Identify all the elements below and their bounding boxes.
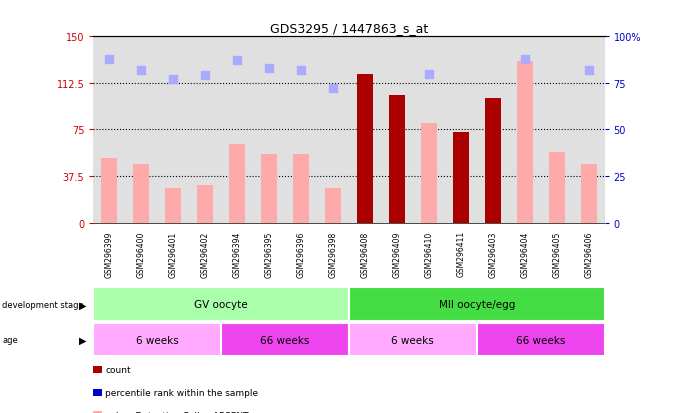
Bar (93, 323, 221, 356)
Bar (133, 165, 149, 223)
Text: GSM296400: GSM296400 (137, 231, 146, 277)
Text: age: age (2, 335, 18, 344)
Bar (165, 188, 181, 223)
Text: GSM296404: GSM296404 (520, 231, 529, 277)
Bar (389, 95, 405, 223)
Point (519, 56, 530, 63)
Bar (325, 188, 341, 223)
Bar (349, 288, 605, 321)
Point (231, 58, 243, 65)
Text: ▶: ▶ (79, 299, 86, 310)
Text: ▶: ▶ (79, 335, 86, 345)
Bar (477, 323, 605, 356)
Point (551, 10, 562, 17)
Bar (349, 323, 477, 356)
Bar (93, 288, 349, 321)
Bar (549, 152, 565, 223)
Text: 66 weeks: 66 weeks (516, 335, 565, 345)
Point (328, 86, 339, 93)
Text: 6 weeks: 6 weeks (392, 335, 434, 345)
Text: count: count (106, 365, 131, 374)
Point (391, 12, 402, 18)
Bar (229, 145, 245, 223)
Bar (293, 155, 309, 223)
Text: GSM296406: GSM296406 (584, 231, 593, 277)
Text: GSM296402: GSM296402 (200, 231, 209, 277)
Point (487, 10, 498, 17)
Point (455, 15, 466, 22)
Point (583, 67, 594, 74)
Point (296, 67, 307, 74)
Text: GSM296405: GSM296405 (552, 231, 561, 277)
Text: percentile rank within the sample: percentile rank within the sample (106, 388, 258, 397)
Point (200, 73, 211, 80)
Bar (357, 74, 373, 223)
Bar (517, 62, 533, 223)
Bar (197, 186, 213, 223)
Bar (485, 99, 501, 223)
Point (104, 56, 115, 63)
Text: GSM296396: GSM296396 (296, 231, 305, 277)
Title: GDS3295 / 1447863_s_at: GDS3295 / 1447863_s_at (269, 21, 428, 35)
Text: MII oocyte/egg: MII oocyte/egg (439, 299, 515, 310)
Text: GSM296403: GSM296403 (489, 231, 498, 277)
Text: GSM296408: GSM296408 (361, 231, 370, 277)
Point (263, 66, 274, 72)
Point (424, 71, 435, 78)
Text: GSM296395: GSM296395 (265, 231, 274, 277)
Point (135, 67, 146, 74)
Text: GSM296401: GSM296401 (169, 231, 178, 277)
Bar (221, 323, 349, 356)
Text: development stage: development stage (2, 300, 84, 309)
Text: value, Detection Call = ABSENT: value, Detection Call = ABSENT (106, 411, 249, 413)
Text: GSM296410: GSM296410 (424, 231, 433, 277)
Bar (421, 124, 437, 223)
Bar (453, 133, 468, 223)
Text: GSM296411: GSM296411 (456, 231, 465, 277)
Text: GSM296409: GSM296409 (392, 231, 401, 277)
Text: 6 weeks: 6 weeks (136, 335, 178, 345)
Text: GSM296399: GSM296399 (105, 231, 114, 277)
Text: GV oocyte: GV oocyte (194, 299, 248, 310)
Point (359, 10, 370, 17)
Bar (580, 165, 596, 223)
Text: GSM296398: GSM296398 (328, 231, 337, 277)
Point (168, 77, 179, 83)
Bar (102, 159, 117, 223)
Text: 66 weeks: 66 weeks (261, 335, 310, 345)
Bar (261, 155, 277, 223)
Text: GSM296394: GSM296394 (233, 231, 242, 277)
